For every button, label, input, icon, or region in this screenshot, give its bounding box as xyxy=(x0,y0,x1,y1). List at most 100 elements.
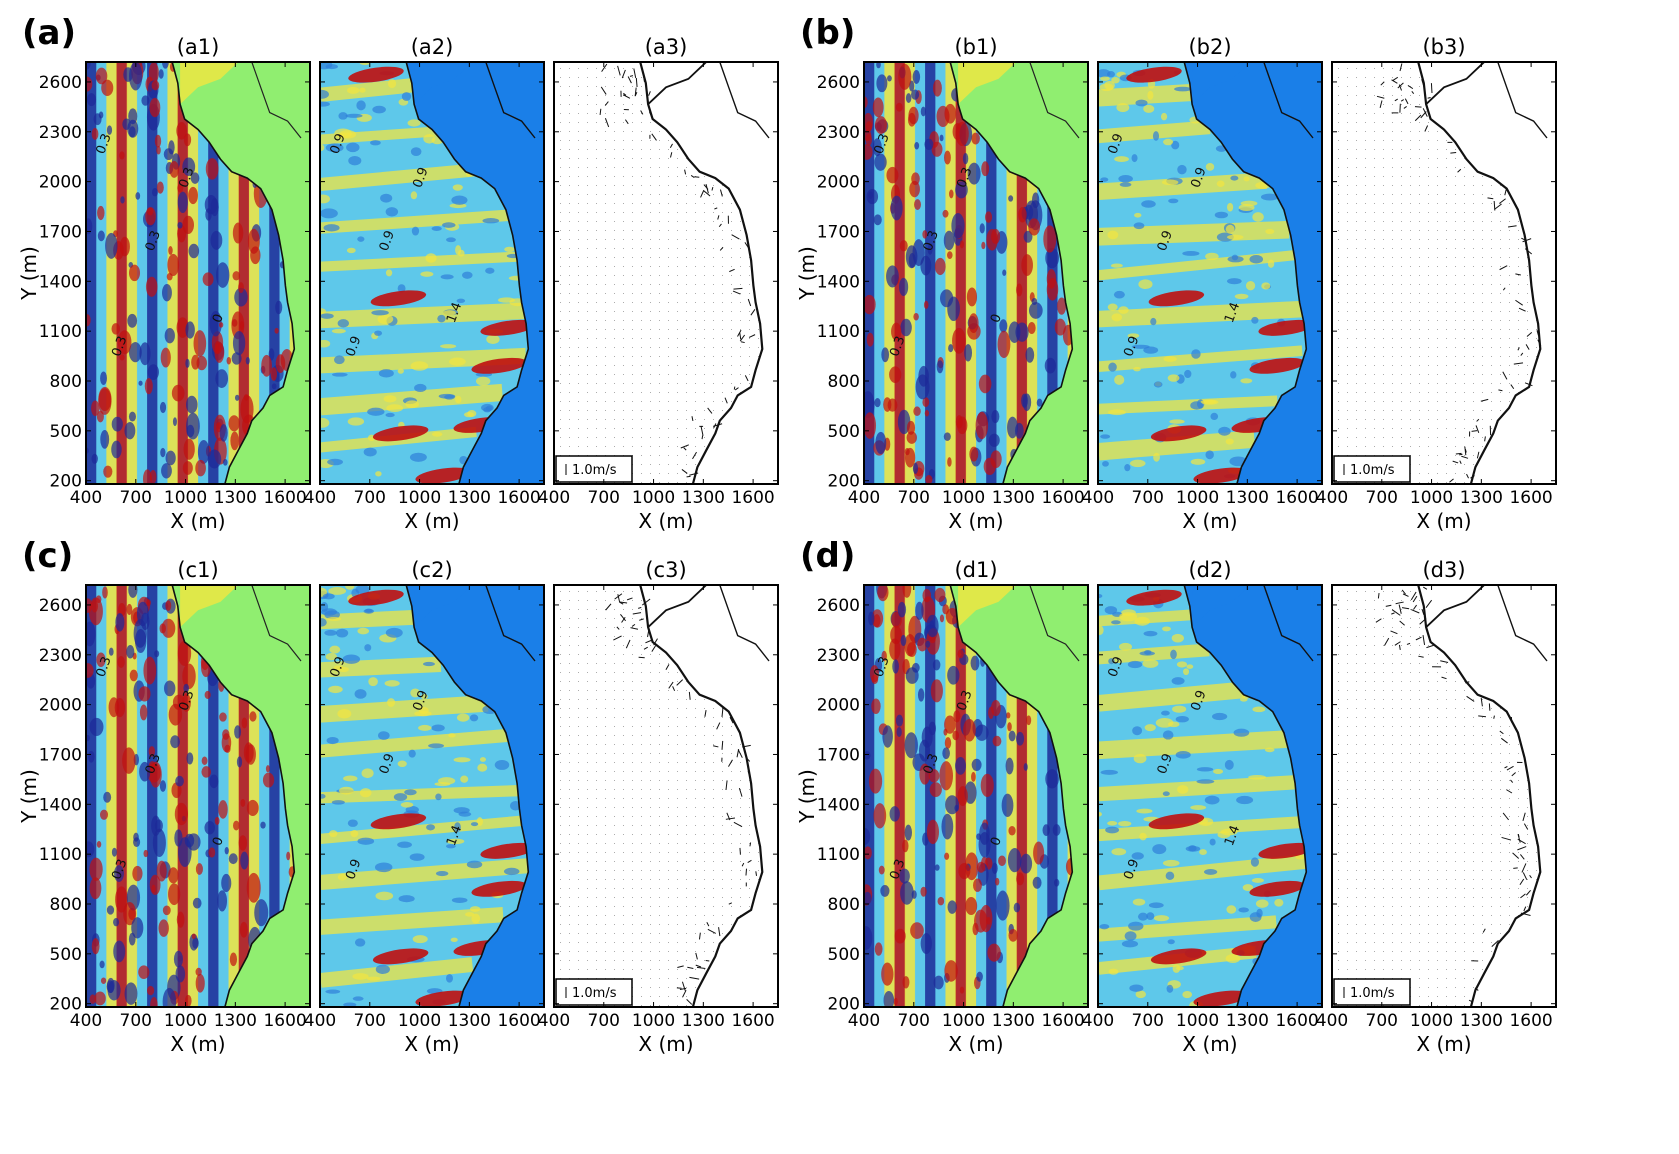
wave-crest-band xyxy=(106,62,118,484)
wave-blob xyxy=(972,922,979,936)
vector-dot xyxy=(1482,708,1483,709)
vector-dot xyxy=(578,618,579,619)
vector-dot xyxy=(1383,762,1384,763)
vector-dot xyxy=(1437,320,1438,321)
vector-dot xyxy=(1383,645,1384,646)
wave-blob xyxy=(175,775,184,787)
wave-blob xyxy=(981,161,990,177)
vector-dot xyxy=(641,284,642,285)
vector-dot xyxy=(677,446,678,447)
wave-blob xyxy=(932,79,942,97)
vector-dot xyxy=(650,699,651,700)
vector-dot xyxy=(1509,401,1510,402)
vector-dot xyxy=(1500,780,1501,781)
velocity-arrow xyxy=(731,234,740,240)
vector-dot xyxy=(587,248,588,249)
vector-dot xyxy=(1419,446,1420,447)
contour-label: 0.9 xyxy=(377,229,398,254)
wave-height-blob xyxy=(1118,306,1129,314)
vector-dot xyxy=(731,834,732,835)
vector-dot xyxy=(632,401,633,402)
vector-dot xyxy=(1338,627,1339,628)
wave-blob xyxy=(161,618,176,638)
vector-dot xyxy=(578,131,579,132)
vector-dot xyxy=(740,365,741,366)
wave-blob xyxy=(239,921,248,938)
vector-dot xyxy=(1338,699,1339,700)
vector-dot xyxy=(650,852,651,853)
velocity-arrow xyxy=(623,92,627,96)
vector-dot xyxy=(1338,284,1339,285)
vector-dot xyxy=(686,302,687,303)
vector-dot xyxy=(668,140,669,141)
vector-dot xyxy=(1401,780,1402,781)
vector-dot xyxy=(659,789,660,790)
vector-dot xyxy=(659,753,660,754)
vector-dot xyxy=(1356,627,1357,628)
vector-dot xyxy=(632,320,633,321)
vector-dot xyxy=(677,338,678,339)
wave-height-blob xyxy=(426,824,435,831)
vector-dot xyxy=(749,807,750,808)
wave-height-blob xyxy=(1248,774,1267,780)
wave-height-blob xyxy=(334,128,352,139)
vector-dot xyxy=(614,780,615,781)
vector-dot xyxy=(641,906,642,907)
vector-dot xyxy=(587,816,588,817)
vector-dot xyxy=(686,401,687,402)
vector-dot xyxy=(632,789,633,790)
vector-dot xyxy=(578,699,579,700)
vector-dot xyxy=(596,843,597,844)
vector-dot xyxy=(605,284,606,285)
vector-dot xyxy=(596,392,597,393)
vector-dot xyxy=(1374,708,1375,709)
vector-dot xyxy=(1518,356,1519,357)
wave-blob xyxy=(108,647,114,656)
wave-blob xyxy=(1026,715,1032,726)
wave-blob xyxy=(922,588,932,603)
wave-blob xyxy=(205,208,212,221)
wave-crest-band xyxy=(884,585,896,1007)
vector-dot xyxy=(1347,618,1348,619)
vector-dot xyxy=(623,744,624,745)
vector-dot xyxy=(1410,365,1411,366)
vector-dot xyxy=(560,789,561,790)
vector-dot xyxy=(1482,275,1483,276)
vector-dot xyxy=(659,870,660,871)
vector-dot xyxy=(569,329,570,330)
wave-height-band xyxy=(320,610,414,630)
wave-blob xyxy=(99,960,105,969)
vector-dot xyxy=(659,690,660,691)
vector-dot xyxy=(650,924,651,925)
vector-dot xyxy=(569,618,570,619)
vector-dot xyxy=(1419,609,1420,610)
x-tick-label: 700 xyxy=(898,488,930,508)
vector-dot xyxy=(677,266,678,267)
wave-height-blob xyxy=(1142,659,1159,668)
x-axis-label: X (m) xyxy=(170,1032,225,1056)
vector-dot xyxy=(587,906,588,907)
vector-dot xyxy=(1455,798,1456,799)
vector-dot xyxy=(1392,68,1393,69)
vector-dot xyxy=(1437,446,1438,447)
vector-dot xyxy=(1392,158,1393,159)
vector-dot xyxy=(650,401,651,402)
vector-dot xyxy=(587,194,588,195)
vector-dot xyxy=(632,338,633,339)
panel-title: (d1) xyxy=(954,558,997,582)
vector-dot xyxy=(587,654,588,655)
vector-dot xyxy=(1392,798,1393,799)
vector-dot xyxy=(1428,753,1429,754)
vector-dot xyxy=(1410,762,1411,763)
vector-dot xyxy=(605,636,606,637)
wave-blob xyxy=(245,744,256,765)
vector-dot xyxy=(605,437,606,438)
wave-blob xyxy=(176,911,185,928)
velocity-arrow xyxy=(713,745,719,748)
vector-dot xyxy=(1491,266,1492,267)
vector-dot xyxy=(731,888,732,889)
velocity-arrow xyxy=(632,612,642,615)
vector-dot xyxy=(1347,311,1348,312)
vector-dot xyxy=(614,672,615,673)
vector-dot xyxy=(686,482,687,483)
